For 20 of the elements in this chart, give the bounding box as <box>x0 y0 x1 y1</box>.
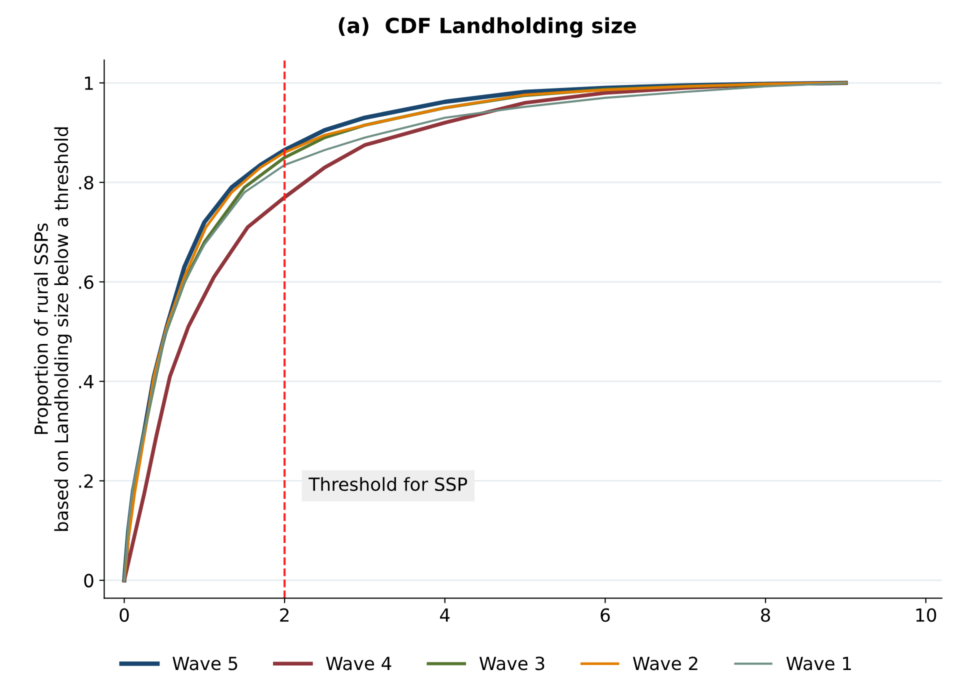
legend-label: Wave 2 <box>632 656 698 670</box>
x-tick-label: 8 <box>760 608 770 622</box>
y-tick-label: .2 <box>79 474 93 488</box>
legend-label: Wave 1 <box>786 656 851 670</box>
y-axis-title: Proportion of rural SSPs based on Landholding size below a threshold <box>34 127 72 531</box>
y-tick-label: .8 <box>79 176 94 190</box>
y-tick-label: .6 <box>79 275 94 289</box>
x-tick-label: 10 <box>916 608 936 622</box>
x-tick-label: 6 <box>600 608 610 622</box>
x-tick-label: 0 <box>120 608 129 622</box>
legend-label: Wave 5 <box>172 656 238 670</box>
legend-label: Wave 3 <box>479 656 544 670</box>
x-tick-label: 4 <box>440 608 450 622</box>
y-tick-label: 0 <box>84 574 94 588</box>
chart-title: (a) CDF Landholding size <box>338 17 636 38</box>
legend-label: Wave 4 <box>326 656 392 670</box>
x-tick-label: 2 <box>280 608 289 622</box>
y-tick-label: 1 <box>84 76 93 90</box>
y-tick-label: .4 <box>79 375 94 388</box>
ref-line-label: Threshold for SSP <box>308 477 468 492</box>
